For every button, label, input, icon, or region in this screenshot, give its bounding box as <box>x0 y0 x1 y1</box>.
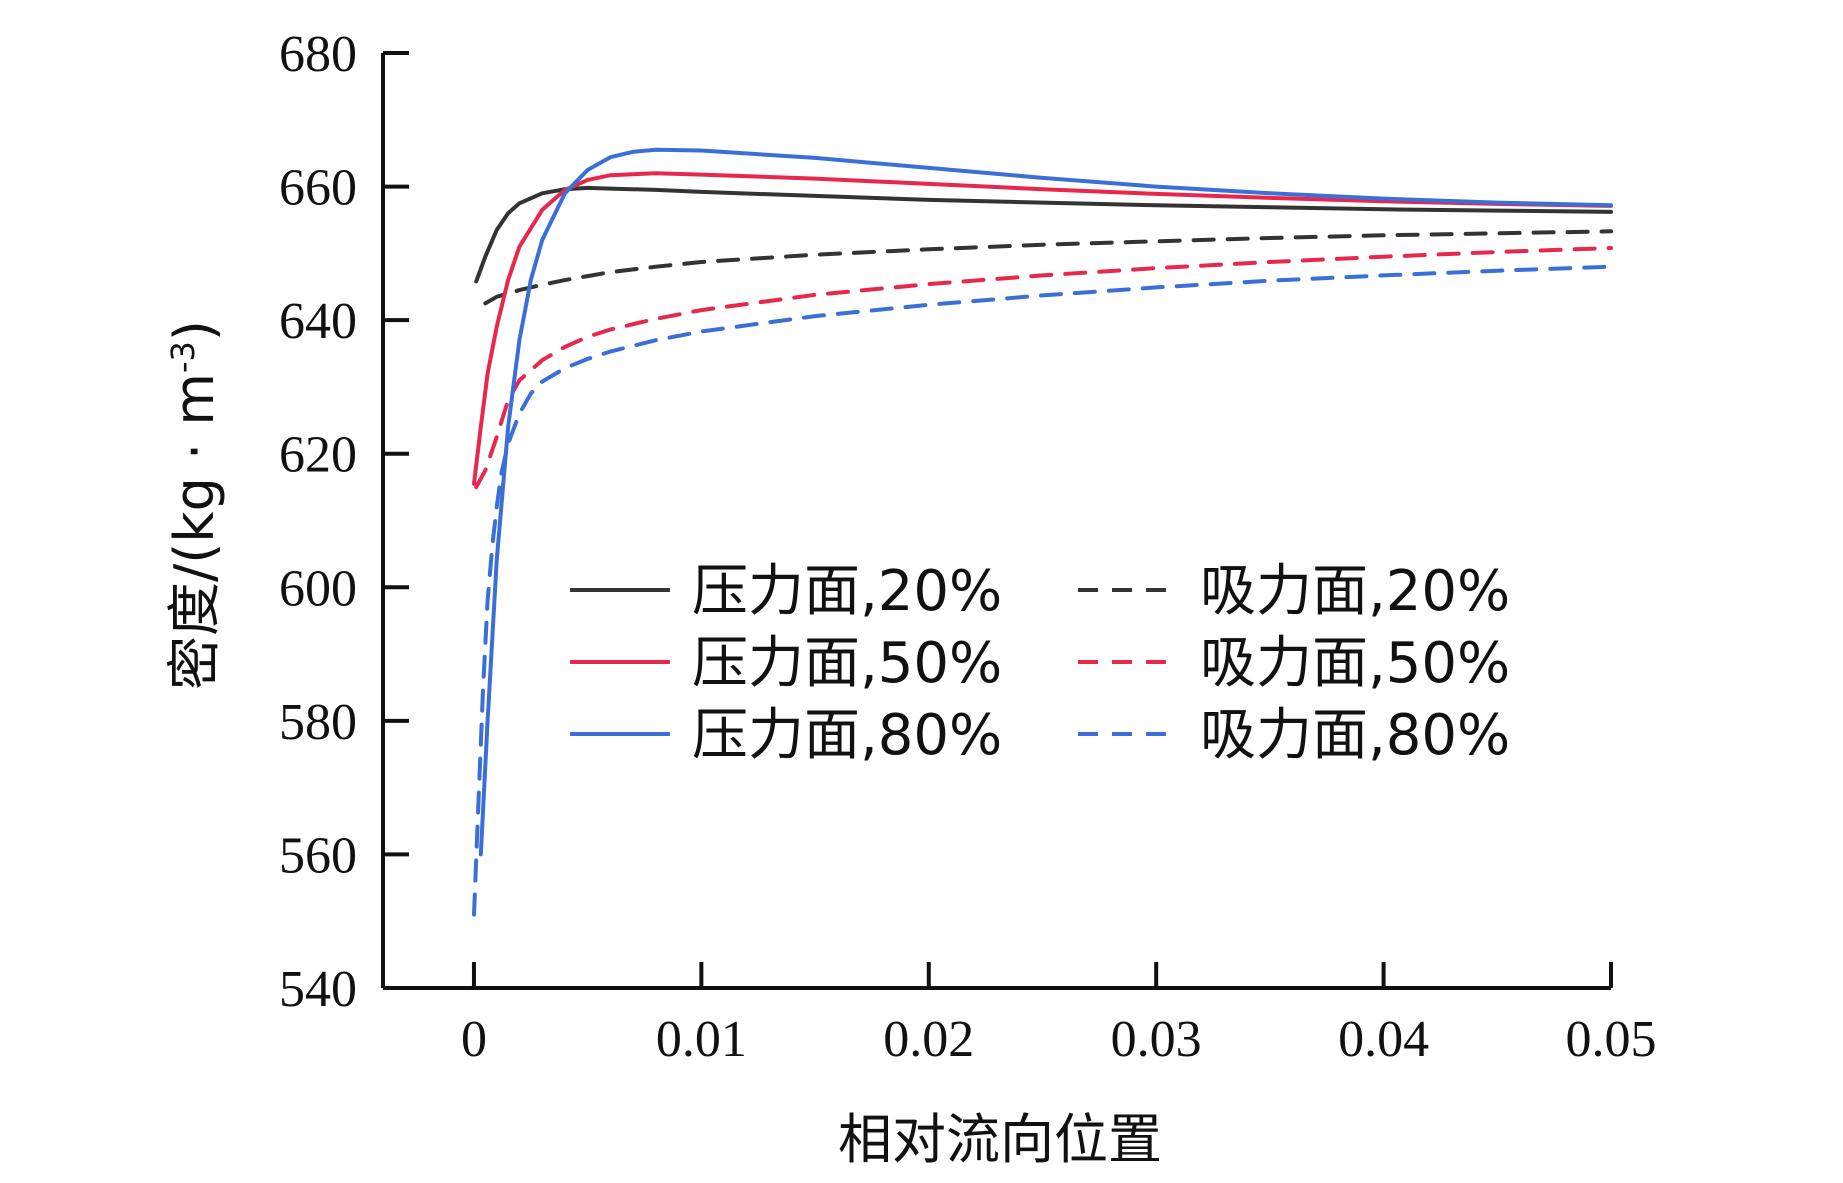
x-tick-label: 0.03 <box>1111 1011 1202 1068</box>
y-tick-label: 540 <box>279 961 357 1018</box>
y-tick-label: 560 <box>279 827 357 884</box>
x-axis-ticks: 0 0.01 0.02 0.03 0.04 0.05 <box>461 962 1657 1068</box>
x-axis-title: 相对流向位置 <box>838 1108 1162 1171</box>
x-tick-label: 0.02 <box>883 1011 974 1068</box>
axes <box>381 53 1611 990</box>
series-line-6 <box>472 264 1613 917</box>
y-axis-title-superscript: -3 <box>164 341 202 373</box>
x-tick-label: 0.01 <box>656 1011 747 1068</box>
series-line-3 <box>472 171 1613 486</box>
y-tick-label: 580 <box>279 694 357 751</box>
series-line-4 <box>474 246 1613 490</box>
y-axis-title-close: ) <box>163 320 226 341</box>
legend-label: 压力面,80% <box>692 703 1002 768</box>
x-tick-label: 0.05 <box>1566 1011 1657 1068</box>
series-layer <box>472 147 1613 917</box>
series-line-1 <box>474 185 1613 284</box>
legend-label: 吸力面,50% <box>1200 631 1510 696</box>
legend: 压力面,20% 吸力面,20% 压力面,50% 吸力面,50% 压力面,80% 吸力面,8… <box>570 559 1510 768</box>
series-line-2 <box>483 229 1613 306</box>
legend-label: 压力面,20% <box>692 559 1002 624</box>
legend-label: 压力面,50% <box>692 631 1002 696</box>
y-tick-label: 660 <box>279 160 357 217</box>
series-line-5 <box>478 147 1613 857</box>
y-tick-label: 640 <box>279 293 357 350</box>
legend-label: 吸力面,20% <box>1200 559 1510 624</box>
legend-label: 吸力面,80% <box>1200 703 1510 768</box>
y-axis-ticks: 540 560 580 600 620 640 660 680 <box>279 26 409 1018</box>
y-tick-label: 680 <box>279 26 357 83</box>
y-tick-label: 600 <box>279 560 357 617</box>
y-axis-title-main: 密度/(kg · m <box>163 373 226 690</box>
y-tick-label: 620 <box>279 427 357 484</box>
y-axis-title: 密度/(kg · m-3) <box>163 320 226 690</box>
x-tick-label: 0.04 <box>1338 1011 1429 1068</box>
x-tick-label: 0 <box>461 1011 487 1068</box>
